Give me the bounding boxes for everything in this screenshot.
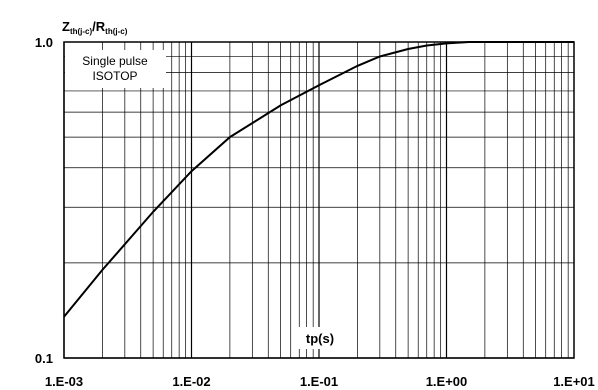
annotation-box xyxy=(65,50,166,88)
x-tick-label: 1.E+00 xyxy=(426,374,468,389)
y-axis-label: Zth(j-c)/Rth(j-c) xyxy=(62,19,128,36)
y-tick-labels: 1.0 0.1 xyxy=(35,35,53,366)
data-curve xyxy=(63,41,574,318)
x-tick-label: 1.E+01 xyxy=(553,374,595,389)
x-tick-labels: 1.E-03 1.E-02 1.E-01 1.E+00 1.E+01 xyxy=(45,374,595,389)
grid-lines xyxy=(63,42,574,359)
y-tick-label: 0.1 xyxy=(35,351,53,366)
y-tick-label: 1.0 xyxy=(35,35,53,50)
y-axis-label-sub2: th(j-c) xyxy=(105,27,128,36)
y-axis-label-r: /R xyxy=(92,19,106,34)
annotation-single-pulse: Single pulse xyxy=(82,54,148,68)
y-axis-label-sub1: th(j-c) xyxy=(70,27,93,36)
x-tick-label: 1.E-01 xyxy=(300,374,338,389)
x-tick-label: 1.E-03 xyxy=(45,374,83,389)
annotation-isotop: ISOTOP xyxy=(92,69,137,83)
y-axis-label-z: Z xyxy=(62,19,70,34)
x-axis-label: tp(s) xyxy=(306,331,334,346)
x-tick-label: 1.E-02 xyxy=(172,374,210,389)
plot-frame xyxy=(63,41,575,359)
xlabel-box xyxy=(296,327,344,349)
